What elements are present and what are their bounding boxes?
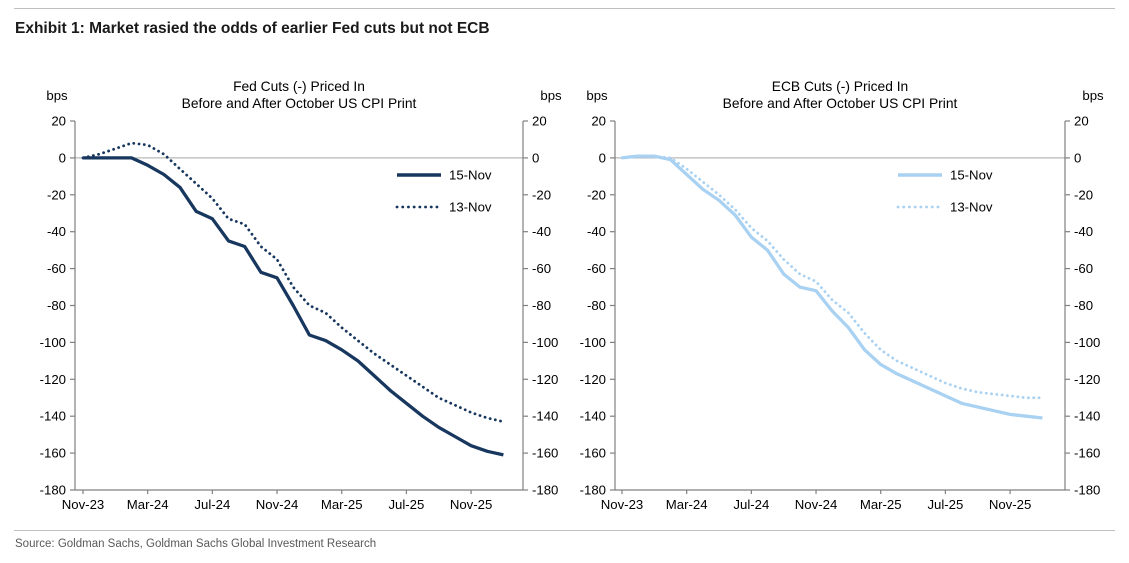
y-tick-label: -40 (587, 224, 606, 239)
x-tick-label: Jul-24 (194, 497, 230, 512)
y-tick-label: -60 (587, 261, 606, 276)
x-tick-label: Mar-24 (666, 497, 708, 512)
y-tick-label: -160 (532, 446, 558, 461)
series-line-15-Nov (621, 154, 1043, 420)
y-tick-label: -80 (532, 298, 551, 313)
y-tick-label: -160 (1074, 446, 1100, 461)
chart-title: Fed Cuts (-) Priced In (233, 79, 365, 94)
x-tick-label: Nov-25 (989, 497, 1032, 512)
x-tick-label: Nov-23 (62, 497, 105, 512)
y-tick-label: -20 (532, 187, 551, 202)
x-tick-label: Mar-25 (860, 497, 902, 512)
y-tick-label: -40 (1074, 224, 1093, 239)
y-tick-label: -140 (40, 409, 66, 424)
series-line-13-Nov (620, 154, 1044, 400)
legend-label: 15-Nov (449, 168, 492, 183)
y-tick-label: -140 (532, 409, 558, 424)
fed-cuts-chart: 20 20 0 0 -20 -20 -40 -40 -60 -60 -80 -80 -100 -100 -1… (40, 79, 562, 512)
y-tick-label: -180 (1074, 483, 1100, 498)
x-tick-label: Nov-24 (795, 497, 838, 512)
y-tick-label: -120 (40, 372, 66, 387)
y-tick-label: -80 (1074, 298, 1093, 313)
y-tick-label: 0 (532, 150, 539, 165)
top-rule (14, 8, 1115, 9)
chart-subtitle: Before and After October US CPI Print (723, 96, 958, 111)
y-tick-label: 20 (532, 114, 547, 129)
y-tick-label: -80 (47, 298, 66, 313)
page-title: Exhibit 1: Market rasied the odds of ear… (15, 20, 490, 37)
x-tick-label: Jul-25 (927, 497, 963, 512)
y-tick-label: 0 (599, 150, 606, 165)
y-tick-label: -180 (40, 483, 66, 498)
y-tick-label: -140 (1074, 409, 1100, 424)
y-tick-label: -20 (587, 187, 606, 202)
y-tick-label: -100 (580, 335, 606, 350)
bottom-rule (14, 530, 1115, 531)
y-tick-label: -40 (47, 224, 66, 239)
x-tick-label: Jul-24 (733, 497, 769, 512)
chart-title: ECB Cuts (-) Priced In (772, 79, 908, 94)
y-tick-label: -160 (580, 446, 606, 461)
unit-label-left: bps (586, 88, 608, 103)
y-tick-label: -100 (532, 335, 558, 350)
y-tick-label: -120 (532, 372, 558, 387)
y-tick-label: -100 (1074, 335, 1100, 350)
legend-label: 15-Nov (950, 168, 993, 183)
y-tick-label: -60 (47, 261, 66, 276)
y-tick-label: -120 (580, 372, 606, 387)
x-tick-label: Nov-23 (601, 497, 644, 512)
y-tick-label: -20 (47, 187, 66, 202)
y-tick-label: 20 (1074, 114, 1089, 129)
legend-label: 13-Nov (950, 200, 993, 215)
x-tick-label: Mar-24 (127, 497, 169, 512)
y-tick-label: 0 (1074, 150, 1081, 165)
x-tick-label: Mar-25 (321, 497, 363, 512)
y-tick-label: 20 (51, 114, 66, 129)
ecb-cuts-chart: 20 20 0 0 -20 -20 -40 -40 -60 -60 -80 -80 -100 -100 -1… (580, 79, 1104, 512)
y-tick-label: -180 (532, 483, 558, 498)
y-tick-label: -100 (40, 335, 66, 350)
unit-label-right: bps (1082, 88, 1104, 103)
unit-label-right: bps (540, 88, 562, 103)
x-tick-label: Jul-25 (388, 497, 424, 512)
legend-label: 13-Nov (449, 200, 492, 215)
y-tick-label: -60 (532, 261, 551, 276)
unit-label-left: bps (46, 88, 68, 103)
series-line-15-Nov (83, 156, 504, 457)
y-tick-label: 0 (59, 150, 66, 165)
source-note: Source: Goldman Sachs, Goldman Sachs Glo… (15, 538, 377, 550)
y-tick-label: -140 (580, 409, 606, 424)
y-tick-label: -80 (587, 298, 606, 313)
x-tick-label: Nov-24 (256, 497, 299, 512)
chart-subtitle: Before and After October US CPI Print (182, 96, 417, 111)
y-tick-label: -160 (40, 446, 66, 461)
series-line-13-Nov (81, 141, 505, 424)
y-tick-label: -60 (1074, 261, 1093, 276)
y-tick-label: -20 (1074, 187, 1093, 202)
x-tick-label: Nov-25 (450, 497, 493, 512)
y-tick-label: -180 (580, 483, 606, 498)
y-tick-label: 20 (591, 114, 606, 129)
y-tick-label: -40 (532, 224, 551, 239)
y-tick-label: -120 (1074, 372, 1100, 387)
